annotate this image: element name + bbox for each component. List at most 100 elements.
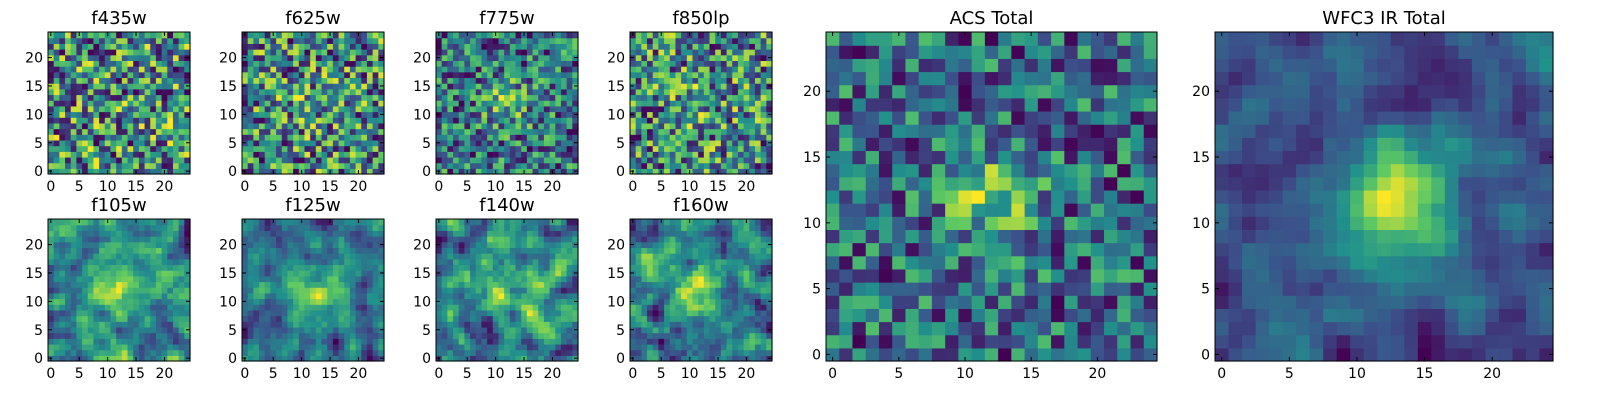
heatmap-cell	[475, 37, 483, 44]
heatmap-cell	[630, 281, 637, 288]
heatmap-cell	[760, 326, 767, 334]
heatmap-cell	[492, 105, 500, 113]
heatmap-cell	[641, 100, 648, 107]
heatmap-cell	[766, 122, 773, 130]
heatmap-cell	[327, 236, 334, 243]
heatmap-cell	[498, 105, 505, 113]
heatmap-cell	[566, 349, 573, 356]
heatmap-cell	[521, 338, 528, 345]
heatmap-cell	[504, 349, 511, 356]
heatmap-cell	[304, 309, 311, 317]
heatmap-cell	[515, 134, 522, 141]
heatmap-cell	[338, 88, 345, 96]
heatmap-cell	[184, 71, 191, 79]
heatmap-cell	[509, 275, 517, 283]
heatmap-cell	[247, 168, 254, 175]
heatmap-cell	[361, 49, 368, 56]
heatmap-cell	[458, 111, 465, 118]
heatmap-cell	[647, 71, 654, 79]
heatmap-cell	[87, 292, 95, 300]
heatmap-cell	[127, 134, 134, 141]
heatmap-cell	[630, 304, 637, 311]
heatmap-cell	[453, 83, 460, 90]
heatmap-cell	[59, 117, 66, 124]
heatmap-cell	[543, 355, 551, 362]
heatmap-cell	[127, 66, 134, 73]
heatmap-cell	[498, 128, 505, 135]
heatmap-cell	[453, 343, 460, 351]
heatmap-cell	[133, 128, 140, 135]
heatmap-cell	[498, 309, 505, 317]
heatmap-cell	[664, 162, 671, 169]
heatmap-cell	[726, 111, 733, 118]
heatmap-cell	[242, 343, 249, 351]
heatmap-cell	[652, 332, 659, 339]
heatmap-cell	[133, 264, 140, 271]
heatmap-cell	[349, 253, 357, 260]
heatmap-cell	[458, 219, 465, 226]
heatmap-cell	[59, 224, 66, 231]
heatmap-cell	[686, 338, 694, 345]
x-tick-label: 15	[321, 179, 339, 195]
heatmap-cell	[515, 230, 522, 237]
heatmap-cell	[538, 349, 545, 356]
heatmap-cell	[310, 349, 317, 356]
heatmap-cell	[338, 151, 345, 158]
heatmap-cell	[635, 298, 642, 305]
heatmap-cell	[315, 281, 323, 288]
heatmap-cell	[526, 219, 534, 226]
heatmap-cell	[709, 139, 716, 147]
heatmap-cell	[76, 230, 83, 237]
heatmap-cell	[93, 338, 100, 345]
heatmap-cell	[470, 32, 477, 39]
heatmap-cell	[293, 122, 300, 130]
heatmap-cell	[59, 37, 66, 44]
heatmap-cell	[76, 349, 83, 356]
heatmap-cell	[53, 253, 60, 260]
heatmap-cell	[121, 122, 129, 130]
heatmap-cell	[315, 264, 323, 271]
heatmap-cell	[487, 83, 494, 90]
heatmap-cell	[287, 94, 294, 101]
heatmap-cell	[155, 355, 163, 362]
heatmap-cell	[749, 37, 756, 44]
heatmap-cell	[48, 134, 55, 141]
heatmap-cell	[635, 162, 642, 169]
heatmap-cell	[726, 117, 733, 124]
heatmap-cell	[155, 298, 163, 305]
heatmap-cell	[436, 105, 443, 113]
heatmap-cell	[464, 247, 471, 254]
heatmap-cell	[372, 253, 379, 260]
heatmap-cell	[293, 343, 300, 351]
heatmap-cell	[349, 241, 357, 248]
heatmap-cell	[366, 258, 374, 266]
heatmap-cell	[310, 32, 317, 39]
heatmap-cell	[167, 122, 174, 130]
heatmap-cell	[133, 338, 140, 345]
heatmap-cell	[509, 151, 517, 158]
heatmap-cell	[703, 37, 711, 44]
heatmap-cell	[549, 151, 556, 158]
heatmap-cell	[681, 332, 688, 339]
heatmap-cell	[87, 219, 95, 226]
heatmap-cell	[133, 253, 140, 260]
heatmap-cell	[127, 156, 134, 164]
heatmap-cell	[172, 349, 180, 356]
heatmap-cell	[566, 309, 573, 317]
heatmap-cell	[242, 304, 249, 311]
heatmap-cell	[321, 349, 328, 356]
heatmap-cell	[754, 275, 762, 283]
heatmap-cell	[87, 128, 95, 135]
heatmap-cell	[104, 139, 112, 147]
heatmap-cell	[99, 258, 106, 266]
heatmap-cell	[647, 60, 654, 67]
heatmap-cell	[327, 292, 334, 300]
heatmap-cell	[332, 134, 340, 141]
heatmap-cell	[475, 128, 483, 135]
heatmap-cell	[59, 219, 66, 226]
heatmap-cell	[104, 258, 112, 266]
heatmap-cell	[681, 151, 688, 158]
heatmap-cell	[504, 128, 511, 135]
heatmap-cell	[464, 117, 471, 124]
heatmap-cell	[327, 298, 334, 305]
